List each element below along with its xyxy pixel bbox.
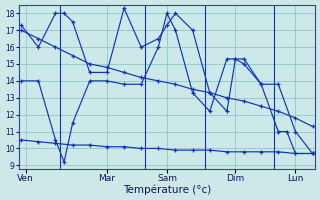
X-axis label: Température (°c): Température (°c) bbox=[123, 185, 211, 195]
